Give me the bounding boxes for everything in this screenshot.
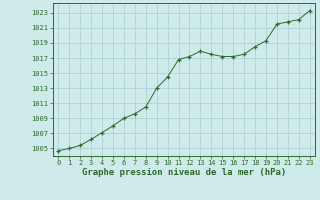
X-axis label: Graphe pression niveau de la mer (hPa): Graphe pression niveau de la mer (hPa) (82, 168, 286, 177)
